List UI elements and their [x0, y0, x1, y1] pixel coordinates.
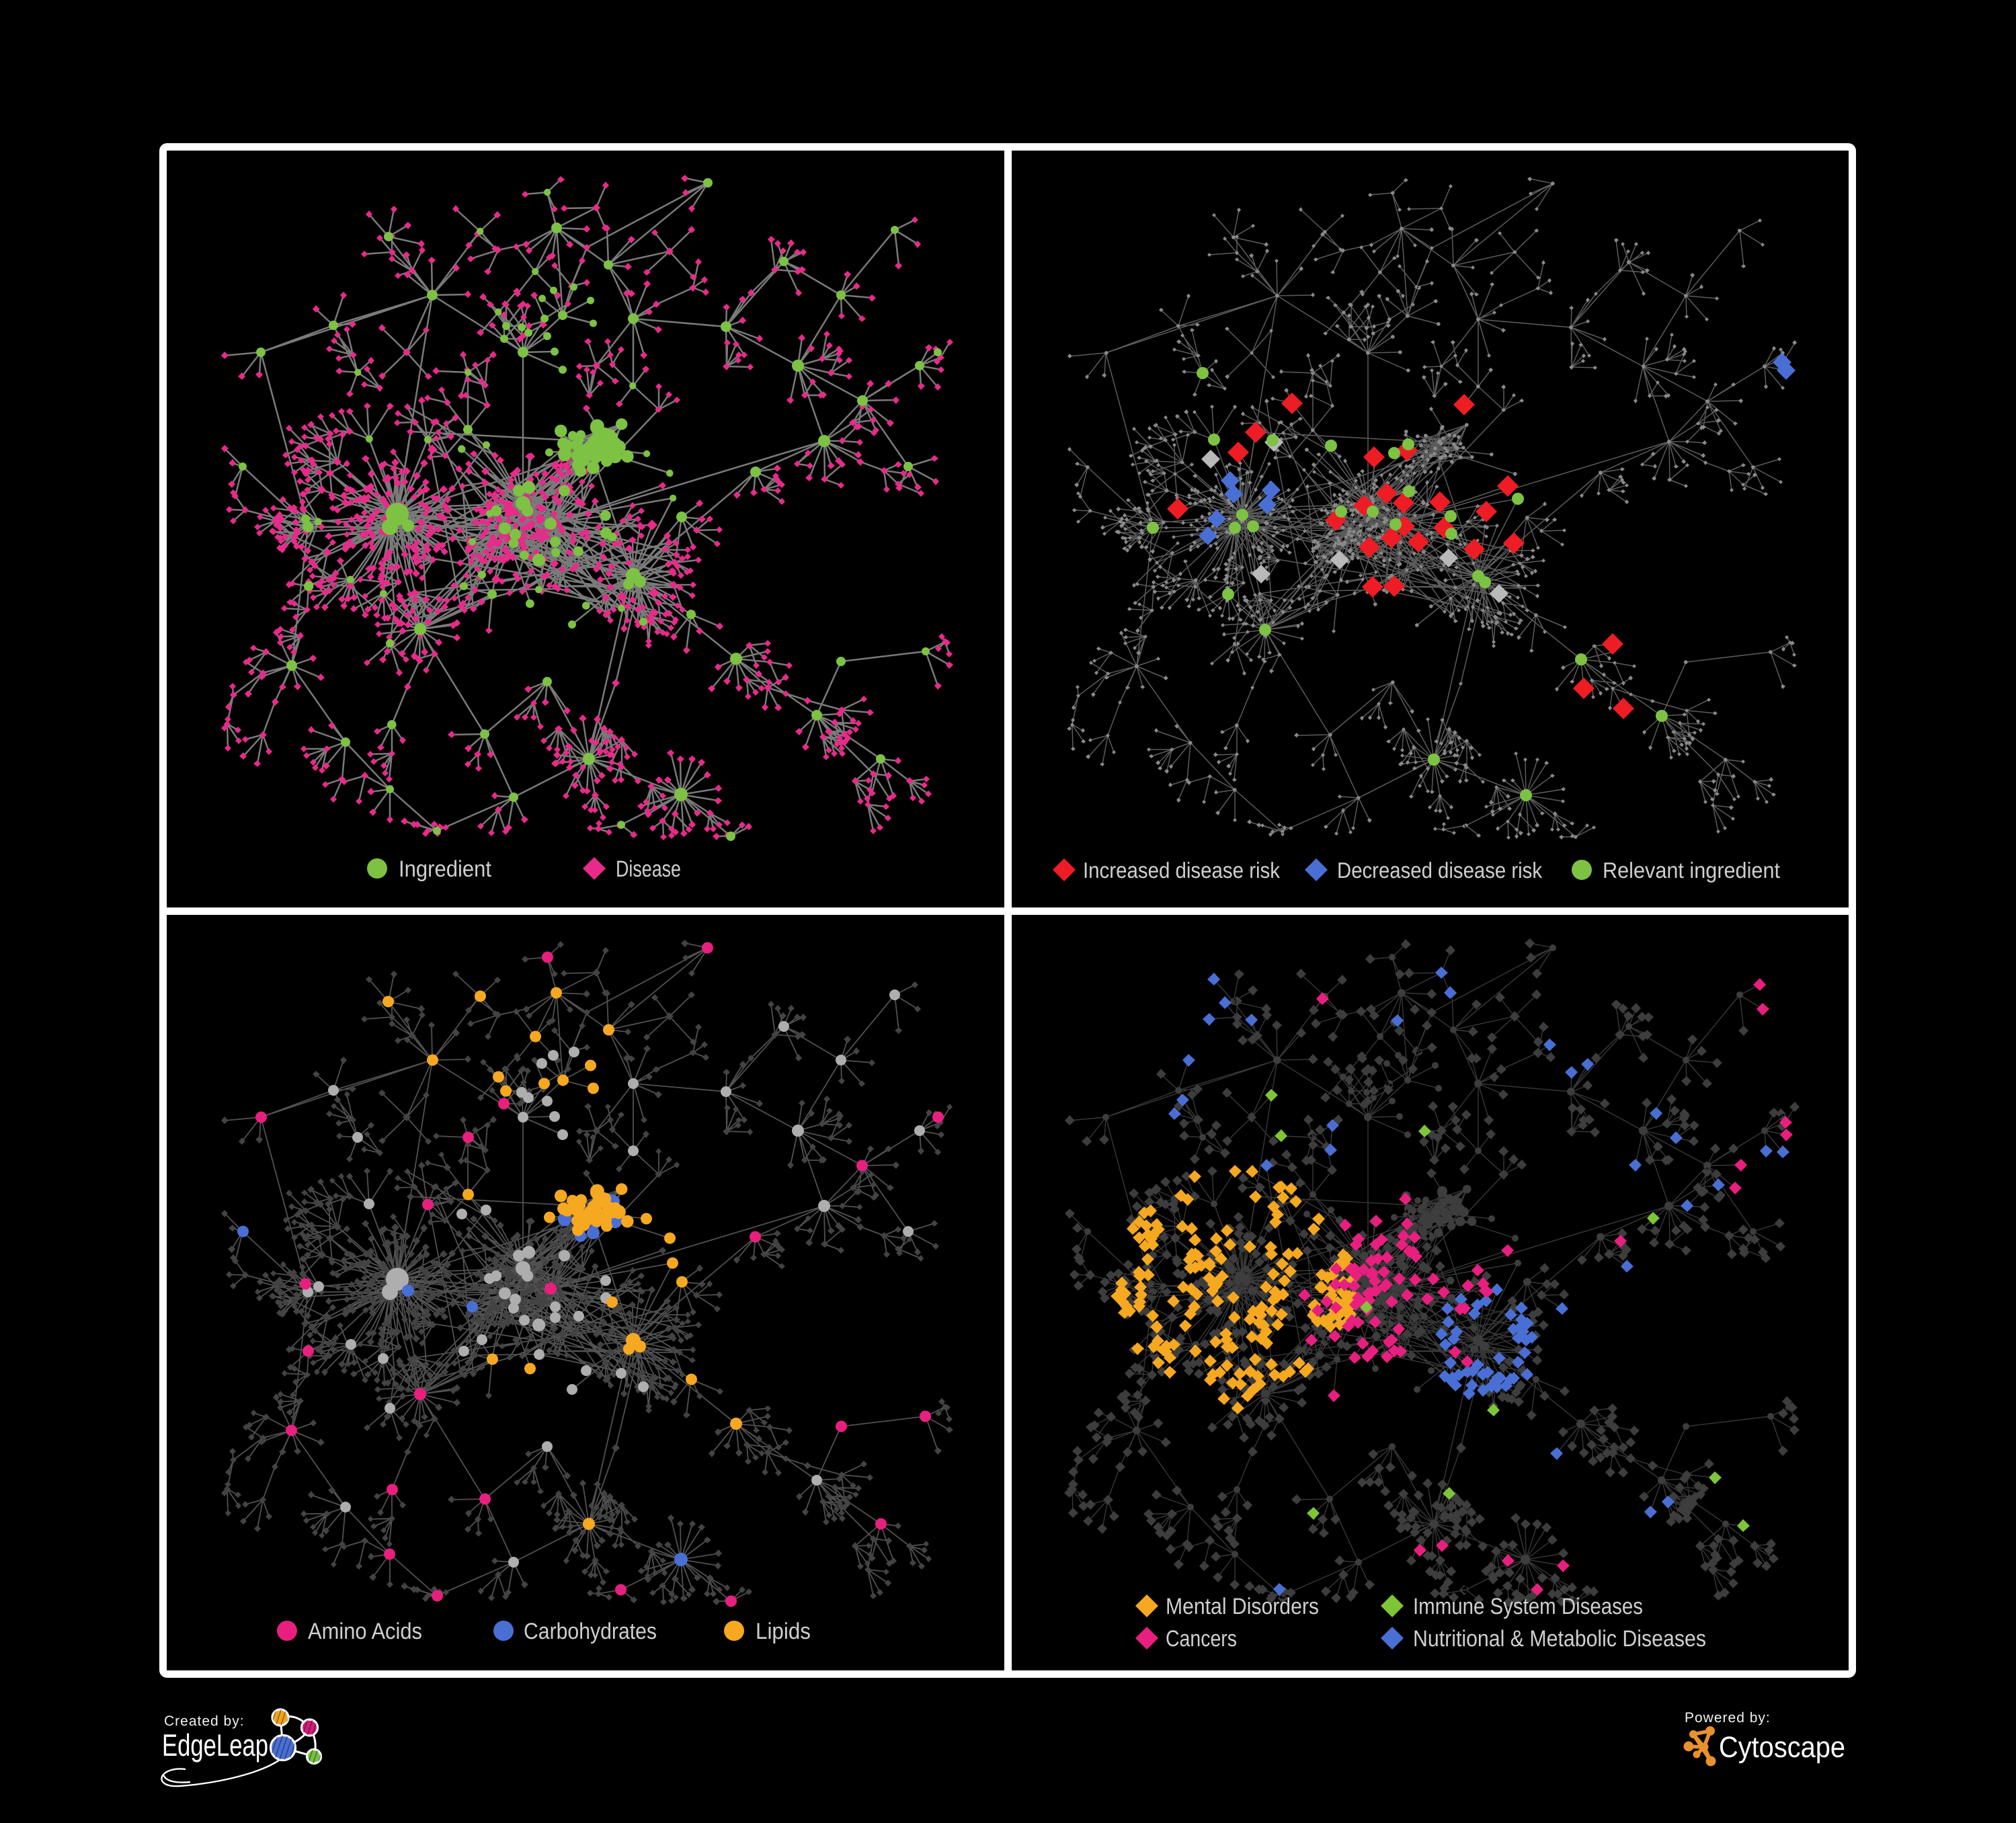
- svg-text:Relevant ingredient: Relevant ingredient: [1603, 858, 1780, 883]
- svg-text:Disease: Disease: [616, 856, 681, 882]
- svg-text:Cancers: Cancers: [1166, 1626, 1237, 1652]
- svg-text:Cytoscape: Cytoscape: [1719, 1731, 1845, 1764]
- svg-text:Nutritional & Metabolic Diseas: Nutritional & Metabolic Diseases: [1413, 1626, 1706, 1652]
- svg-text:Powered by:: Powered by:: [1685, 1710, 1771, 1726]
- svg-text:Carbohydrates: Carbohydrates: [524, 1619, 657, 1644]
- svg-text:EdgeLeap: EdgeLeap: [162, 1728, 268, 1763]
- svg-text:Mental Disorders: Mental Disorders: [1166, 1594, 1319, 1619]
- svg-text:Increased disease risk: Increased disease risk: [1083, 858, 1280, 883]
- svg-text:Immune System Diseases: Immune System Diseases: [1413, 1594, 1643, 1619]
- svg-text:Ingredient: Ingredient: [399, 856, 491, 882]
- svg-text:Amino Acids: Amino Acids: [308, 1619, 422, 1644]
- svg-text:Lipids: Lipids: [756, 1619, 811, 1644]
- svg-text:Decreased disease risk: Decreased disease risk: [1337, 858, 1542, 883]
- svg-text:Created by:: Created by:: [164, 1713, 245, 1729]
